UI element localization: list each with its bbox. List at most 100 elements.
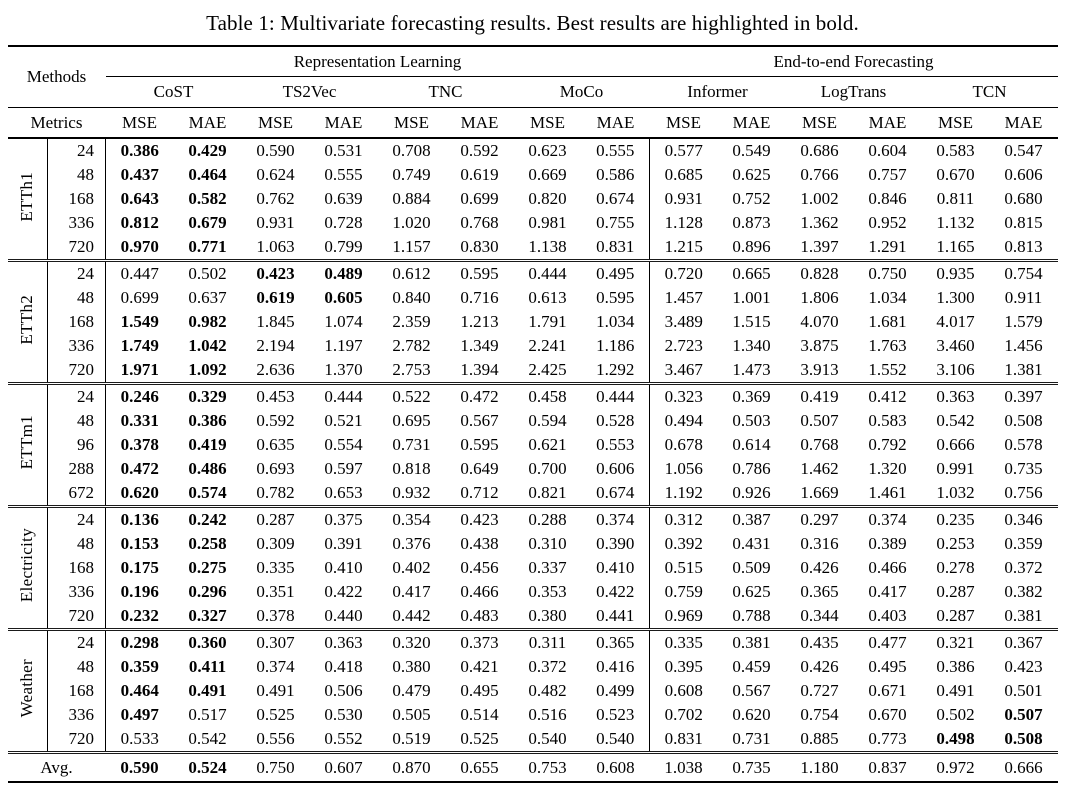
method-header-tnc: TNC: [428, 82, 463, 101]
group-header-representation-learning: Representation Learning: [105, 46, 650, 77]
metric-value-cell: 1.381: [989, 358, 1058, 385]
metric-value-cell: 1.394: [445, 358, 514, 385]
horizon-cell: 48: [47, 163, 106, 187]
metric-value-cell: 0.389: [868, 534, 907, 553]
metric-value-cell: 0.586: [596, 165, 635, 184]
metric-value-cell: 0.374: [596, 510, 635, 529]
horizon-cell: 288: [47, 457, 106, 481]
metric-value-cell: 0.386: [120, 141, 159, 160]
metric-value-cell: 0.253: [936, 534, 975, 553]
metric-value-cell: 0.578: [1004, 435, 1043, 454]
metric-value-cell: 0.931: [649, 187, 718, 211]
metric-value-cell: 0.380: [513, 604, 582, 631]
metric-value-cell: 0.608: [596, 757, 635, 777]
metric-value-cell: 1.042: [188, 336, 227, 355]
metric-value-cell: 0.275: [188, 558, 227, 577]
metric-value-cell: 0.911: [1004, 288, 1043, 307]
table-row: 48 0.437 0.464 0.624 0.555 0.749 0.619 0.669 0.5…: [8, 163, 1058, 187]
metric-value-cell: 0.533: [105, 727, 174, 754]
metric-value-cell: 0.699: [460, 189, 499, 208]
metric-value-cell: 1.002: [800, 189, 839, 208]
metric-value-cell: 0.346: [1004, 510, 1043, 529]
metric-value-cell: 0.755: [596, 213, 635, 232]
metric-value-cell: 0.483: [445, 604, 514, 631]
metric-value-cell: 0.695: [392, 411, 431, 430]
metric-value-cell: 0.422: [324, 582, 363, 601]
metric-value-cell: 1.806: [800, 288, 839, 307]
metric-header-mae: MAE: [989, 107, 1058, 139]
metric-value-cell: 2.723: [649, 334, 718, 358]
metric-value-cell: 0.435: [800, 633, 839, 652]
table-row: ETTh1 24 0.386 0.429 0.590 0.531 0.708 0.592 0.6…: [7, 138, 1058, 262]
metric-value-cell: 1.032: [921, 481, 990, 508]
table-row: 672 0.620 0.574 0.782 0.653 0.932 0.712 0.821 0.…: [8, 481, 1058, 508]
metric-value-cell: 0.606: [1004, 165, 1043, 184]
table-row: 288 0.472 0.486 0.693 0.597 0.818 0.649 0.700 0.…: [8, 457, 1058, 481]
metric-value-cell: 0.674: [596, 189, 635, 208]
metric-value-cell: 0.403: [853, 604, 922, 631]
table-row: 48 0.331 0.386 0.592 0.521 0.695 0.567 0.594 0.5…: [8, 409, 1058, 433]
metric-value-cell: 0.639: [324, 189, 363, 208]
metric-value-cell: 0.453: [256, 387, 295, 406]
metric-value-cell: 1.515: [732, 312, 771, 331]
metric-value-cell: 0.374: [256, 657, 295, 676]
metric-value-cell: 0.786: [732, 459, 771, 478]
metric-value-cell: 1.157: [377, 235, 446, 262]
metric-header-mae: MAE: [445, 107, 514, 139]
metric-value-cell: 0.818: [392, 459, 431, 478]
metric-value-cell: 0.728: [324, 213, 363, 232]
horizon-cell: 24: [47, 506, 106, 532]
metric-value-cell: 0.935: [936, 264, 975, 283]
metric-value-cell: 0.782: [241, 481, 310, 508]
metric-header-mae: MAE: [853, 107, 922, 139]
metric-value-cell: 0.840: [392, 288, 431, 307]
metric-value-cell: 2.753: [377, 358, 446, 385]
horizon-cell: 336: [47, 703, 106, 727]
metric-value-cell: 0.821: [513, 481, 582, 508]
metric-value-cell: 1.034: [868, 288, 907, 307]
metric-value-cell: 0.464: [120, 681, 159, 700]
table-row: 336 0.497 0.517 0.525 0.530 0.505 0.514 0.516 0.…: [8, 703, 1058, 727]
metric-value-cell: 0.813: [989, 235, 1058, 262]
metric-value-cell: 1.397: [785, 235, 854, 262]
metric-value-cell: 0.329: [188, 387, 227, 406]
metric-value-cell: 0.620: [105, 481, 174, 508]
metric-value-cell: 0.625: [732, 582, 771, 601]
metric-value-cell: 0.679: [188, 213, 227, 232]
metric-value-cell: 0.666: [936, 435, 975, 454]
metric-value-cell: 1.034: [596, 312, 635, 331]
metric-value-cell: 0.486: [188, 459, 227, 478]
metric-value-cell: 1.132: [936, 213, 975, 232]
metric-value-cell: 0.412: [868, 387, 907, 406]
metric-value-cell: 0.686: [800, 141, 839, 160]
metric-value-cell: 0.479: [392, 681, 431, 700]
horizon-cell: 336: [47, 334, 106, 358]
table-row: 168 0.175 0.275 0.335 0.410 0.402 0.456 0.337 0.…: [8, 556, 1058, 580]
metric-value-cell: 0.574: [173, 481, 242, 508]
horizon-cell: 168: [47, 187, 106, 211]
metric-value-cell: 0.502: [936, 705, 975, 724]
metric-value-cell: 0.491: [188, 681, 227, 700]
dataset-label: Weather: [7, 629, 48, 754]
table-row: Weather 24 0.298 0.360 0.307 0.363 0.320 0.373 0…: [7, 629, 1058, 754]
metric-value-cell: 1.845: [256, 312, 295, 331]
metric-header-mse: MSE: [105, 107, 174, 139]
metric-value-cell: 0.516: [528, 705, 567, 724]
horizon-cell: 720: [47, 235, 106, 262]
metric-value-cell: 0.674: [581, 481, 650, 508]
metric-value-cell: 0.311: [528, 633, 567, 652]
metric-value-cell: 0.612: [392, 264, 431, 283]
metric-value-cell: 0.567: [732, 681, 771, 700]
metric-value-cell: 0.666: [1004, 757, 1043, 777]
horizon-cell: 336: [47, 211, 106, 235]
metric-value-cell: 0.327: [173, 604, 242, 631]
metric-value-cell: 0.577: [649, 138, 718, 163]
metric-value-cell: 0.592: [460, 141, 499, 160]
metric-value-cell: 0.837: [868, 757, 907, 777]
metric-value-cell: 0.693: [256, 459, 295, 478]
metric-value-cell: 0.380: [392, 657, 431, 676]
method-header-cost: CoST: [153, 82, 194, 101]
metric-value-cell: 0.331: [120, 411, 159, 430]
metric-value-cell: 1.370: [309, 358, 378, 385]
metric-value-cell: 0.508: [1004, 411, 1043, 430]
